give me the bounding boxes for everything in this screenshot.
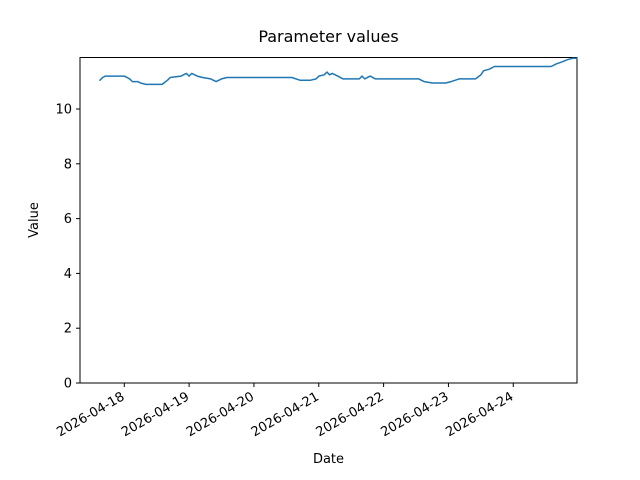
series-line bbox=[99, 57, 578, 86]
chart-title: Parameter values bbox=[258, 27, 398, 46]
x-tick-label: 2026-04-18 bbox=[54, 389, 127, 440]
axis-ticks: 2026-04-182026-04-192026-04-202026-04-21… bbox=[54, 103, 516, 441]
x-tick-label: 2026-04-19 bbox=[119, 389, 192, 440]
y-tick-label: 6 bbox=[64, 212, 72, 227]
plot-frame bbox=[79, 57, 578, 384]
y-axis-label: Value bbox=[27, 202, 42, 238]
x-tick-label: 2026-04-23 bbox=[378, 389, 451, 440]
y-tick-label: 0 bbox=[64, 377, 72, 392]
x-axis-label: Date bbox=[313, 452, 344, 467]
y-tick-label: 2 bbox=[64, 322, 72, 337]
x-tick-label: 2026-04-24 bbox=[443, 389, 516, 440]
data-series bbox=[99, 57, 578, 86]
y-tick-label: 8 bbox=[64, 157, 72, 172]
y-tick-label: 4 bbox=[64, 267, 72, 282]
y-tick-label: 10 bbox=[55, 103, 72, 118]
x-tick-label: 2026-04-22 bbox=[314, 389, 387, 440]
x-tick-label: 2026-04-21 bbox=[249, 389, 322, 440]
x-tick-label: 2026-04-20 bbox=[184, 389, 257, 440]
